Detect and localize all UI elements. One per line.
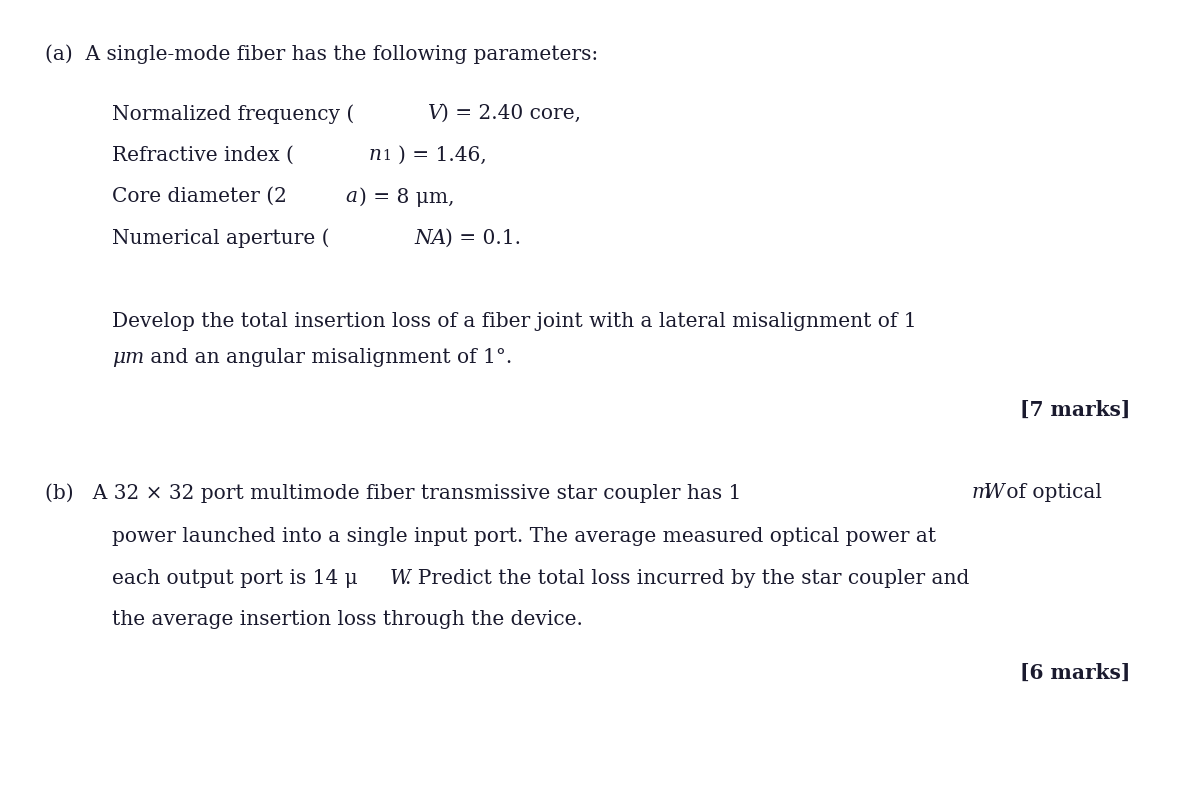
Text: Develop the total insertion loss of a fiber joint with a lateral misalignment of: Develop the total insertion loss of a fi…: [112, 312, 917, 331]
Text: ) = 2.40 core,: ) = 2.40 core,: [441, 104, 581, 123]
Text: W: W: [390, 569, 410, 588]
Text: [6 marks]: [6 marks]: [1019, 663, 1130, 683]
Text: (a)  A single-mode fiber has the following parameters:: (a) A single-mode fiber has the followin…: [45, 44, 598, 64]
Text: each output port is 14 μ: each output port is 14 μ: [112, 569, 358, 588]
Text: n: n: [368, 145, 381, 165]
Text: V: V: [428, 104, 443, 123]
Text: m: m: [972, 483, 991, 503]
Text: Core diameter (2: Core diameter (2: [112, 187, 287, 206]
Text: ) = 1.46,: ) = 1.46,: [398, 145, 486, 165]
Text: ) = 0.1.: ) = 0.1.: [445, 229, 521, 248]
Text: NA: NA: [414, 229, 446, 248]
Text: 1: 1: [383, 149, 392, 163]
Text: (b)   A 32 × 32 port multimode fiber transmissive star coupler has 1: (b) A 32 × 32 port multimode fiber trans…: [45, 483, 747, 503]
Text: the average insertion loss through the device.: the average insertion loss through the d…: [112, 610, 583, 630]
Text: and an angular misalignment of 1°.: and an angular misalignment of 1°.: [144, 348, 512, 367]
Text: Numerical aperture (: Numerical aperture (: [112, 229, 330, 248]
Text: μm: μm: [112, 348, 144, 367]
Text: [7 marks]: [7 marks]: [1019, 400, 1130, 419]
Text: W: W: [984, 483, 1005, 503]
Text: . Predict the total loss incurred by the star coupler and: . Predict the total loss incurred by the…: [405, 569, 970, 588]
Text: Normalized frequency (: Normalized frequency (: [112, 104, 354, 124]
Text: of optical: of optical: [1000, 483, 1103, 503]
Text: a: a: [346, 187, 358, 206]
Text: ) = 8 μm,: ) = 8 μm,: [359, 187, 454, 207]
Text: power launched into a single input port. The average measured optical power at: power launched into a single input port.…: [112, 527, 936, 547]
Text: Refractive index (: Refractive index (: [112, 145, 294, 165]
